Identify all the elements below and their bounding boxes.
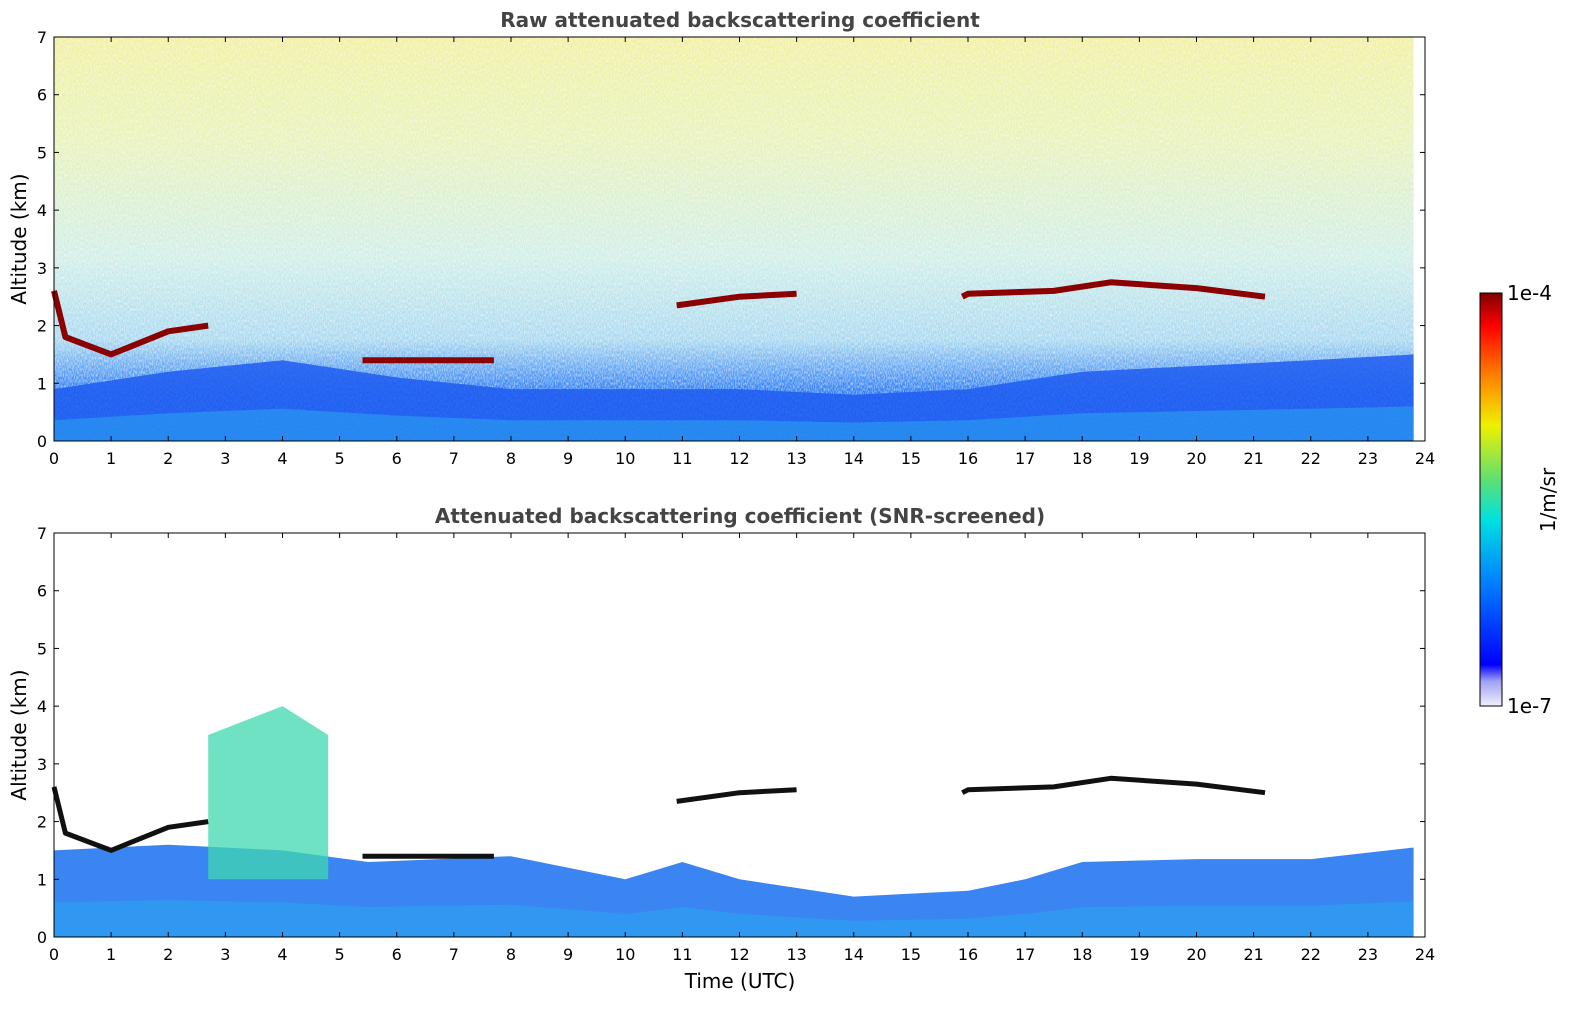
panel2-xtick-label: 2 xyxy=(163,945,173,964)
panel2-xtick-label: 11 xyxy=(672,945,692,964)
aerosol-plume xyxy=(208,706,329,880)
cloud-layer xyxy=(51,279,1266,364)
panel2-xtick-label: 14 xyxy=(844,945,864,964)
panel1-title: Raw attenuated backscattering coefficien… xyxy=(500,8,980,32)
panel2-xlabel: Time (UTC) xyxy=(684,969,796,993)
panel1-xtick-label: 10 xyxy=(615,449,635,468)
near-surface-aerosol xyxy=(54,406,1414,441)
panel1-ytick-label: 7 xyxy=(37,28,47,47)
panel2-xtick-label: 16 xyxy=(958,945,978,964)
colorbar-unit-label: 1/m/sr xyxy=(1536,467,1560,532)
panel1-xtick-label: 19 xyxy=(1129,449,1149,468)
panel1-ylabel: Altitude (km) xyxy=(7,173,31,304)
panel1-xtick-label: 3 xyxy=(220,449,230,468)
panel1-xtick-label: 2 xyxy=(163,449,173,468)
panel2-xtick-label: 3 xyxy=(220,945,230,964)
panel2-xtick-label: 6 xyxy=(392,945,402,964)
panel1-xtick-label: 16 xyxy=(958,449,978,468)
panel2-xtick-label: 4 xyxy=(277,945,287,964)
cloud-layer-screened xyxy=(51,775,1266,859)
panel1-xtick-label: 20 xyxy=(1186,449,1206,468)
panel2-xtick-label: 21 xyxy=(1243,945,1263,964)
panel1-xtick-label: 4 xyxy=(277,449,287,468)
panel2-title: Attenuated backscattering coefficient (S… xyxy=(435,504,1045,528)
panel1-xtick-label: 6 xyxy=(392,449,402,468)
panel2-ytick-label: 5 xyxy=(37,639,47,658)
colorbar-min-label: 1e-7 xyxy=(1507,694,1552,718)
panel1-xtick-label: 15 xyxy=(901,449,921,468)
snr-screened-panel: Attenuated backscattering coefficient (S… xyxy=(7,504,1435,993)
panel2-xtick-label: 13 xyxy=(786,945,806,964)
panel2-ytick-label: 6 xyxy=(37,582,47,601)
panel2-xtick-label: 9 xyxy=(563,945,573,964)
panel1-ytick-label: 3 xyxy=(37,259,47,278)
panel2-xtick-label: 23 xyxy=(1358,945,1378,964)
panel1-ytick-label: 5 xyxy=(37,143,47,162)
panel2-ylabel: Altitude (km) xyxy=(7,669,31,800)
panel2-xtick-label: 17 xyxy=(1015,945,1035,964)
panel2-xtick-label: 18 xyxy=(1072,945,1092,964)
panel2-ytick-label: 7 xyxy=(37,524,47,543)
panel1-xtick-label: 1 xyxy=(106,449,116,468)
panel1-xtick-label: 14 xyxy=(844,449,864,468)
panel2-xtick-label: 8 xyxy=(506,945,516,964)
panel2-axes: 0 1 2 3 4 5 6 7 8 9 10 11 12 13 14 15 16 17 18 19 20 21 22 23 24… xyxy=(37,524,1435,964)
panel1-xtick-label: 21 xyxy=(1243,449,1263,468)
panel2-xtick-label: 0 xyxy=(49,945,59,964)
panel1-xtick-label: 9 xyxy=(563,449,573,468)
panel2-xtick-label: 19 xyxy=(1129,945,1149,964)
panel1-xtick-label: 18 xyxy=(1072,449,1092,468)
near-surface-aerosol xyxy=(54,900,1414,937)
panel2-heatmap xyxy=(51,706,1414,937)
panel1-xtick-label: 13 xyxy=(786,449,806,468)
colorbar-max-label: 1e-4 xyxy=(1507,281,1552,305)
panel1-ytick-label: 6 xyxy=(37,86,47,105)
panel1-ytick-label: 4 xyxy=(37,201,47,220)
panel2-ytick-label: 4 xyxy=(37,697,47,716)
raw-backscatter-panel: Raw attenuated backscattering coefficien… xyxy=(7,8,1435,468)
panel1-ytick-label: 1 xyxy=(37,374,47,393)
panel2-ytick-label: 0 xyxy=(37,928,47,947)
panel1-xtick-label: 17 xyxy=(1015,449,1035,468)
panel2-ytick-label: 3 xyxy=(37,755,47,774)
panel2-xtick-label: 5 xyxy=(335,945,345,964)
panel2-xtick-label: 22 xyxy=(1301,945,1321,964)
panel2-ytick-label: 1 xyxy=(37,870,47,889)
panel2-xtick-label: 7 xyxy=(449,945,459,964)
colorbar: 1e-4 1e-7 1/m/sr xyxy=(1479,281,1560,718)
panel2-xtick-label: 20 xyxy=(1186,945,1206,964)
panel2-xtick-label: 24 xyxy=(1415,945,1435,964)
panel1-xtick-label: 12 xyxy=(729,449,749,468)
panel2-xtick-label: 10 xyxy=(615,945,635,964)
panel1-xtick-label: 11 xyxy=(672,449,692,468)
panel1-xtick-label: 0 xyxy=(49,449,59,468)
panel1-xtick-label: 5 xyxy=(335,449,345,468)
colorbar-gradient xyxy=(1479,292,1503,707)
panel1-xtick-label: 7 xyxy=(449,449,459,468)
panel1-xtick-label: 8 xyxy=(506,449,516,468)
panel1-xtick-label: 24 xyxy=(1415,449,1435,468)
panel1-ytick-label: 2 xyxy=(37,317,47,336)
panel1-ytick-label: 0 xyxy=(37,432,47,451)
panel2-xtick-label: 1 xyxy=(106,945,116,964)
panel1-xtick-label: 22 xyxy=(1301,449,1321,468)
panel2-xtick-label: 12 xyxy=(729,945,749,964)
panel1-xtick-label: 23 xyxy=(1358,449,1378,468)
panel2-ytick-label: 2 xyxy=(37,813,47,832)
panel2-xtick-label: 15 xyxy=(901,945,921,964)
panel1-heatmap xyxy=(51,37,1414,441)
panel1-axes: 0 1 2 3 4 5 6 7 8 9 10 11 12 13 14 15 16 17 18 19 20 21 22 23 24… xyxy=(37,28,1435,468)
